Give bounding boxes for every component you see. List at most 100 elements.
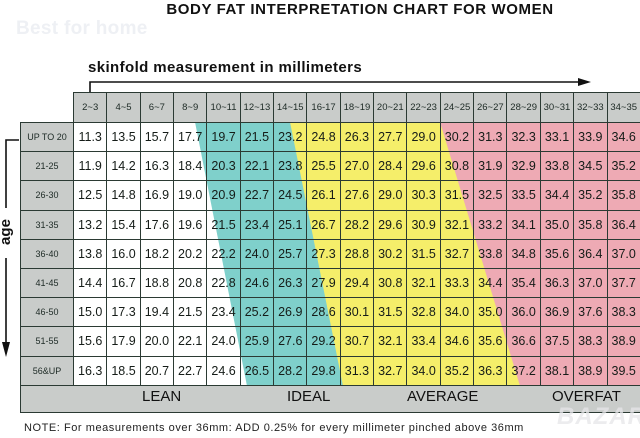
body-fat-value: 34.5 (573, 151, 608, 182)
body-fat-value: 30.8 (373, 267, 408, 299)
table-row: 56&UP 16.3 18.5 20.7 22.7 24.6 26.5 28.2 29.8 31.… (20, 355, 640, 386)
body-fat-value: 14.2 (106, 151, 141, 182)
column-header-row: 2~3 4~5 6~7 8~9 10~11 12~13 14~15 16-17 18~19 20~… (21, 92, 640, 123)
body-fat-value: 24.0 (239, 238, 275, 269)
body-fat-value: 22.1 (239, 151, 275, 182)
body-fat-value: 27.6 (273, 326, 308, 357)
body-fat-value: 31.3 (473, 121, 508, 153)
body-fat-value: 15.7 (139, 121, 175, 153)
body-fat-value: 38.1 (539, 355, 575, 386)
body-fat-value: 20.2 (173, 238, 208, 269)
body-fat-value: 17.7 (173, 121, 208, 153)
body-fat-value: 27.0 (339, 151, 375, 182)
body-fat-value: 33.5 (506, 180, 541, 211)
body-fat-value: 26.7 (306, 209, 341, 240)
column-header: 18~19 (339, 92, 375, 123)
column-header: 24~25 (439, 92, 475, 123)
body-fat-value: 18.2 (139, 238, 175, 269)
body-fat-value: 29.6 (406, 151, 441, 182)
body-fat-value: 25.1 (273, 209, 308, 240)
body-fat-value: 34.8 (506, 238, 541, 269)
corner-cell (21, 93, 74, 123)
body-fat-value: 32.1 (373, 326, 408, 357)
body-fat-value: 33.8 (539, 151, 575, 182)
body-fat-value: 26.3 (339, 121, 375, 153)
body-fat-value: 22.2 (206, 238, 241, 269)
body-fat-value: 18.8 (139, 267, 175, 299)
body-fat-value: 36.6 (506, 326, 541, 357)
body-fat-value: 37.5 (539, 326, 575, 357)
age-group-label: 41-45 (20, 267, 74, 299)
body-fat-value: 30.8 (439, 151, 475, 182)
body-fat-value: 24.8 (306, 121, 341, 153)
body-fat-value: 37.0 (606, 238, 640, 269)
body-fat-value: 19.7 (206, 121, 241, 153)
body-fat-value: 30.9 (406, 209, 441, 240)
body-fat-value: 30.7 (339, 326, 375, 357)
body-fat-value: 28.6 (306, 297, 341, 328)
body-fat-value: 25.7 (273, 238, 308, 269)
body-fat-value: 19.0 (173, 180, 208, 211)
body-fat-value: 12.5 (72, 180, 108, 211)
body-fat-value: 36.3 (473, 355, 508, 386)
body-fat-value: 35.6 (539, 238, 575, 269)
body-fat-value: 38.9 (573, 355, 608, 386)
column-header: 12~13 (239, 92, 275, 123)
body-fat-value: 33.9 (573, 121, 608, 153)
body-fat-value: 35.4 (506, 267, 541, 299)
body-fat-value: 32.8 (406, 297, 441, 328)
body-fat-value: 33.8 (473, 238, 508, 269)
body-fat-value: 29.6 (373, 209, 408, 240)
body-fat-value: 37.7 (606, 267, 640, 299)
table-row: 36-40 13.8 16.0 18.2 20.2 22.2 24.0 25.7 27.3 28.… (20, 238, 640, 269)
body-fat-value: 37.2 (506, 355, 541, 386)
body-fat-value: 25.9 (239, 326, 275, 357)
body-fat-value: 17.6 (139, 209, 175, 240)
age-group-label: 21-25 (20, 151, 74, 182)
column-header: 14~15 (273, 92, 308, 123)
body-fat-value: 31.5 (406, 238, 441, 269)
column-header: 22~23 (406, 92, 441, 123)
body-fat-value: 11.9 (72, 151, 108, 182)
table-row: UP TO 20 11.3 13.5 15.7 17.7 19.7 21.5 23.2 24.8… (20, 121, 640, 153)
body-fat-value: 39.5 (606, 355, 640, 386)
body-fat-value: 28.4 (373, 151, 408, 182)
body-fat-value: 34.6 (606, 121, 640, 153)
body-fat-value: 23.4 (206, 297, 241, 328)
table-row: 51-55 15.6 17.9 20.0 22.1 24.0 25.9 27.6 29.2 30.… (20, 326, 640, 357)
age-group-label: UP TO 20 (20, 121, 74, 153)
body-fat-value: 31.3 (339, 355, 375, 386)
chart-title: BODY FAT INTERPRETATION CHART FOR WOMEN (166, 1, 554, 18)
column-header: 8~9 (173, 92, 208, 123)
table-row: 26-30 12.5 14.8 16.9 19.0 20.9 22.7 24.5 26.1 27.… (20, 180, 640, 211)
body-fat-value: 26.1 (306, 180, 341, 211)
column-header: 10~11 (206, 92, 241, 123)
body-fat-value: 36.9 (539, 297, 575, 328)
body-fat-value: 30.2 (373, 238, 408, 269)
table-row: 46-50 15.0 17.3 19.4 21.5 23.4 25.2 26.9 28.6 30.… (20, 297, 640, 328)
body-fat-value: 23.2 (273, 121, 308, 153)
body-fat-value: 25.5 (306, 151, 341, 182)
body-fat-value: 33.2 (473, 209, 508, 240)
body-fat-value: 29.8 (306, 355, 341, 386)
chart-grid: 2~3 4~5 6~7 8~9 10~11 12~13 14~15 16-17 18~19 20~… (20, 92, 640, 413)
body-fat-value: 29.0 (373, 180, 408, 211)
body-fat-value: 13.2 (72, 209, 108, 240)
body-fat-value: 15.6 (72, 326, 108, 357)
age-group-label: 51-55 (20, 326, 74, 357)
body-fat-value: 34.1 (506, 209, 541, 240)
zone-label-overfat: OVERFAT (552, 388, 621, 405)
body-fat-value: 35.2 (573, 180, 608, 211)
body-fat-value: 16.3 (139, 151, 175, 182)
column-header: 32~33 (573, 92, 608, 123)
body-fat-value: 32.7 (439, 238, 475, 269)
column-header: 20~21 (373, 92, 408, 123)
body-fat-value: 31.5 (439, 180, 475, 211)
body-fat-value: 13.8 (72, 238, 108, 269)
body-fat-value: 24.6 (239, 267, 275, 299)
x-axis-arrow-icon (89, 78, 591, 93)
body-fat-value: 35.2 (439, 355, 475, 386)
body-fat-value: 35.0 (473, 297, 508, 328)
column-header: 34~35 (606, 92, 640, 123)
body-fat-value: 24.5 (273, 180, 308, 211)
